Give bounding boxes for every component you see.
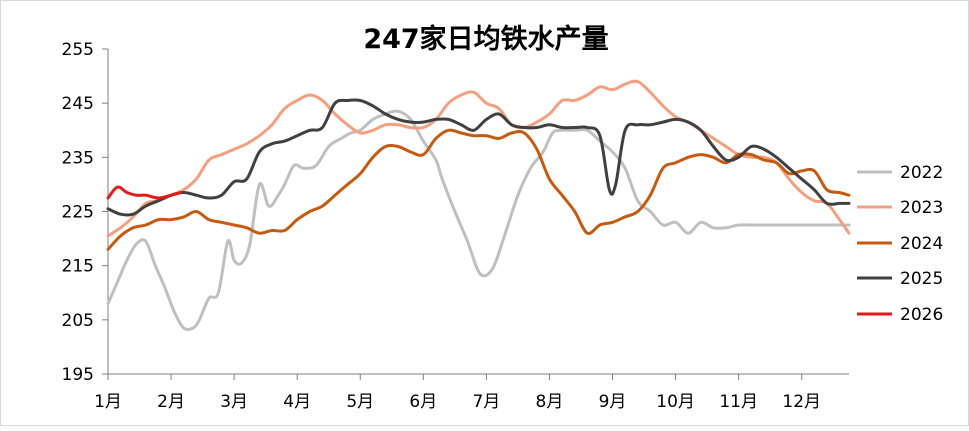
y-tick-label: 245 (62, 94, 94, 114)
x-tick-label: 10月 (656, 392, 695, 412)
x-tick-label: 5月 (346, 392, 374, 412)
x-tick-label: 12月 (782, 392, 821, 412)
legend-label: 2023 (900, 198, 943, 218)
series-lines (106, 79, 851, 332)
y-tick-label: 225 (62, 203, 94, 223)
y-tick-label: 235 (62, 148, 94, 168)
legend-item-2024: 2024 (857, 234, 943, 254)
legend-item-2022: 2022 (857, 163, 943, 183)
x-tick-label: 8月 (536, 392, 564, 412)
y-tick-label: 215 (62, 257, 94, 277)
legend-label: 2026 (900, 305, 943, 325)
x-tick-label: 9月 (599, 392, 627, 412)
x-tick-label: 6月 (409, 392, 437, 412)
chart-title: 247家日均铁水产量 (363, 23, 608, 55)
series-line-2023 (106, 79, 851, 238)
y-tick-label: 205 (62, 311, 94, 331)
y-tick-label: 255 (62, 40, 94, 60)
x-tick-label: 3月 (220, 392, 248, 412)
legend-label: 2024 (900, 234, 943, 254)
legend-label: 2022 (900, 163, 943, 183)
legend-item-2023: 2023 (857, 198, 943, 218)
x-tick-label: 1月 (94, 392, 122, 412)
series-line-2025 (106, 98, 851, 217)
series-line-2026 (106, 185, 182, 200)
legend-label: 2025 (900, 269, 943, 289)
x-tick-label: 7月 (472, 392, 500, 412)
legend-item-2026: 2026 (857, 305, 943, 325)
series-line-2022 (106, 109, 851, 332)
x-tick-label: 11月 (719, 392, 758, 412)
series-line-2024 (106, 128, 851, 251)
legend-item-2025: 2025 (857, 269, 943, 289)
y-tick-label: 195 (62, 365, 94, 385)
axes: 195 205 215 225 235 245 255 1月 2月 3月 4月 5月 6月 7月 8月 9月 1… (62, 40, 849, 412)
x-tick-label: 4月 (283, 392, 311, 412)
legend: 2022 2023 2024 2025 2026 (857, 163, 943, 325)
x-tick-label: 2月 (157, 392, 185, 412)
